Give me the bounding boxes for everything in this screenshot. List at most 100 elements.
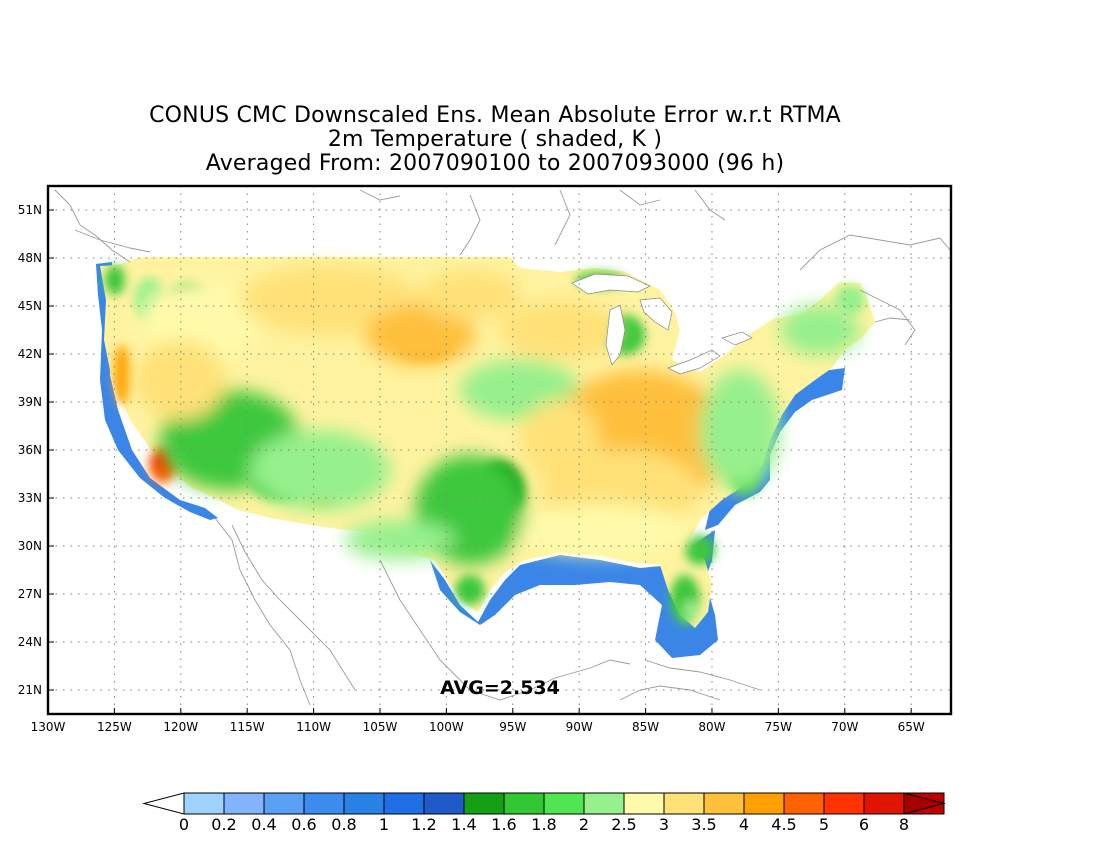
shading-blob — [153, 453, 167, 471]
error-shading-broad — [135, 265, 860, 565]
colorbar-label: 3.5 — [691, 815, 716, 834]
colorbar-label: 6 — [859, 815, 869, 834]
lat-tick-label: 39N — [18, 395, 42, 409]
colorbar-label: 0 — [179, 815, 189, 834]
lon-tick-label: 130W — [31, 720, 66, 734]
shading-blob — [670, 575, 700, 625]
colorbar-label: 5 — [819, 815, 829, 834]
shading-blob — [114, 345, 130, 405]
shading-blob — [240, 265, 420, 335]
shading-blob — [700, 370, 780, 490]
colorbar-swatch — [783, 792, 825, 815]
lon-tick-label: 95W — [499, 720, 526, 734]
shading-blob — [420, 270, 520, 320]
title-line-1: CONUS CMC Downscaled Ens. Mean Absolute … — [149, 103, 841, 128]
shading-blob — [685, 535, 715, 565]
shading-blob — [520, 400, 600, 480]
colorbar-swatch — [623, 792, 665, 815]
colorbar-swatch — [583, 792, 625, 815]
shading-blob — [455, 575, 485, 605]
shading-blob — [500, 300, 620, 360]
lake-superior — [571, 273, 651, 295]
shading-blob — [135, 340, 225, 420]
colorbar-label: 2.5 — [611, 815, 636, 834]
lat-tick-label: 36N — [18, 443, 42, 457]
shading-blob — [105, 265, 125, 295]
colorbar-swatch — [703, 792, 745, 815]
lat-tick-label: 27N — [18, 587, 42, 601]
colorbar-swatch — [823, 792, 865, 815]
axis-ticks: 130W 125W 120W 115W 110W 105W 100W 95W 90W 85W 80W… — [18, 203, 925, 734]
lon-tick-label: 70W — [831, 720, 858, 734]
colorbar-swatch — [303, 792, 345, 815]
gulf-coastal-band — [430, 530, 718, 658]
colorbar-label: 1 — [379, 815, 389, 834]
title-line-3: Averaged From: 2007090100 to 2007093000 … — [205, 151, 785, 176]
lat-tick-label: 51N — [18, 203, 42, 217]
colorbar-label: 2 — [579, 815, 589, 834]
shading-blob — [250, 430, 390, 510]
colorbar-label: 4 — [739, 815, 749, 834]
colorbar-label: 4.5 — [771, 815, 796, 834]
coastlines — [54, 189, 951, 706]
great-lakes — [571, 273, 753, 375]
map-field — [54, 189, 951, 706]
colorbar-swatch — [263, 792, 305, 815]
colorbar-label: 0.4 — [251, 815, 276, 834]
avg-label: AVG=2.534 — [440, 677, 560, 699]
shading-blob — [683, 600, 697, 620]
shading-blob — [780, 305, 860, 355]
map-grid — [48, 186, 951, 714]
colorbar-label: 3 — [659, 815, 669, 834]
lat-tick-label: 30N — [18, 539, 42, 553]
colorbar-swatch — [543, 792, 585, 815]
colorbar-label: 1.6 — [491, 815, 516, 834]
lat-tick-label: 21N — [18, 683, 42, 697]
shading-blob — [345, 520, 455, 560]
lat-tick-label: 33N — [18, 491, 42, 505]
colorbar-label: 1.2 — [411, 815, 436, 834]
lon-tick-label: 75W — [765, 720, 792, 734]
colorbar-label: 0.8 — [331, 815, 356, 834]
shading-blob — [365, 305, 475, 365]
colorbar-swatch — [183, 792, 225, 815]
colorbar-swatch — [343, 792, 385, 815]
lon-tick-label: 85W — [632, 720, 659, 734]
colorbar-label: 0.2 — [211, 815, 236, 834]
colorbar-low-triangle — [142, 792, 185, 815]
lon-tick-label: 110W — [296, 720, 331, 734]
lon-tick-label: 115W — [230, 720, 265, 734]
lon-tick-label: 65W — [898, 720, 925, 734]
colorbar-label: 1.8 — [531, 815, 556, 834]
colorbar-label: 0.6 — [291, 815, 316, 834]
lat-tick-label: 24N — [18, 635, 42, 649]
lon-tick-label: 105W — [363, 720, 398, 734]
shading-blob — [835, 285, 865, 315]
colorbar-swatch — [663, 792, 705, 815]
colorbar-high-triangle — [903, 792, 946, 815]
title-line-2: 2m Temperature ( shaded, K ) — [327, 127, 663, 152]
pacific-coastal-band — [96, 262, 218, 520]
lon-tick-label: 120W — [163, 720, 198, 734]
colorbar-swatch — [863, 792, 905, 815]
colorbar-label: 8 — [899, 815, 909, 834]
lon-tick-label: 125W — [97, 720, 132, 734]
colorbar-swatch — [223, 792, 265, 815]
colorbar-swatch — [463, 792, 505, 815]
lat-tick-label: 48N — [18, 251, 42, 265]
colorbar: 0 0.2 0.4 0.6 0.8 1 1.2 1.4 1.6 1.8 2 2.5 3 3.5 4 4.5 5 6… — [142, 792, 946, 834]
colorbar-label: 1.4 — [451, 815, 476, 834]
colorbar-swatch — [743, 792, 785, 815]
lon-tick-label: 90W — [566, 720, 593, 734]
colorbar-swatch — [503, 792, 545, 815]
shading-blob — [140, 280, 260, 360]
lon-tick-label: 80W — [698, 720, 725, 734]
lake-ontario — [721, 331, 753, 346]
lake-michigan — [605, 304, 626, 366]
shading-blob — [510, 505, 690, 555]
lon-tick-label: 100W — [429, 720, 464, 734]
lake-erie — [667, 349, 721, 375]
lat-tick-label: 42N — [18, 347, 42, 361]
lat-tick-label: 45N — [18, 299, 42, 313]
